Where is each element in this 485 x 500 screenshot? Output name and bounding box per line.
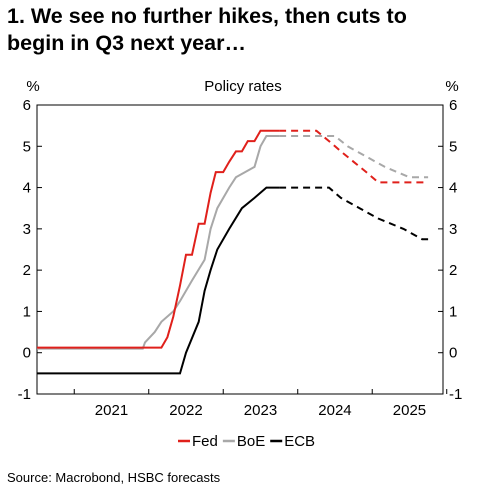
chart-heading-line-1: 1. We see no further hikes, then cuts to (7, 4, 407, 28)
y-tick-label-left: 2 (23, 262, 31, 279)
y-tick-label-left: 6 (23, 97, 31, 114)
series-line-ecb (37, 186, 280, 375)
series-line-fed (37, 129, 280, 349)
y-axis-unit-left: % (26, 78, 39, 95)
chart-heading: 1. We see no further hikes, then cuts to… (7, 3, 482, 57)
source-note: Source: Macrobond, HSBC forecasts (7, 470, 221, 485)
series-line-boe (37, 135, 280, 350)
series-group (37, 129, 429, 375)
chart-title: Policy rates (204, 78, 282, 95)
y-tick-label-left: 0 (23, 345, 31, 362)
plot-frame (36, 104, 444, 395)
y-tick-label-right: -1 (449, 386, 462, 403)
y-tick-label-right: 1 (449, 303, 457, 320)
legend-label-ecb: ECB (284, 433, 315, 450)
y-tick-label-right: 4 (449, 180, 457, 197)
series-forecast-ecb (279, 186, 429, 241)
series-forecast-fed (279, 129, 429, 184)
y-tick-label-right: 0 (449, 345, 457, 362)
y-axis-unit-right: % (445, 78, 458, 95)
y-tick-label-left: 5 (23, 138, 31, 155)
series-forecast-boe (279, 135, 429, 179)
y-tick-label-left: 4 (23, 180, 31, 197)
y-tick-label-left: -1 (18, 386, 31, 403)
x-tick-label: 2021 (95, 402, 128, 419)
x-tick-label: 2023 (244, 402, 277, 419)
x-tick-label: 2024 (318, 402, 351, 419)
y-tick-label-right: 2 (449, 262, 457, 279)
y-tick-label-left: 1 (23, 303, 31, 320)
legend: Fed BoE ECB (178, 433, 315, 450)
legend-label-boe: BoE (237, 433, 265, 450)
y-tick-label-right: 3 (449, 221, 457, 238)
chart-heading-line-2: begin in Q3 next year… (7, 31, 246, 55)
y-tick-label-right: 5 (449, 138, 457, 155)
y-tick-label-left: 3 (23, 221, 31, 238)
legend-label-fed: Fed (192, 433, 218, 450)
x-tick-label: 2025 (393, 402, 426, 419)
x-tick-label: 2022 (169, 402, 202, 419)
y-tick-label-right: 6 (449, 97, 457, 114)
axes-group: -1 -1 0 0 1 1 2 2 3 3 4 4 5 5 6 6 2021 2022 2023 2024 2025 (18, 97, 463, 419)
